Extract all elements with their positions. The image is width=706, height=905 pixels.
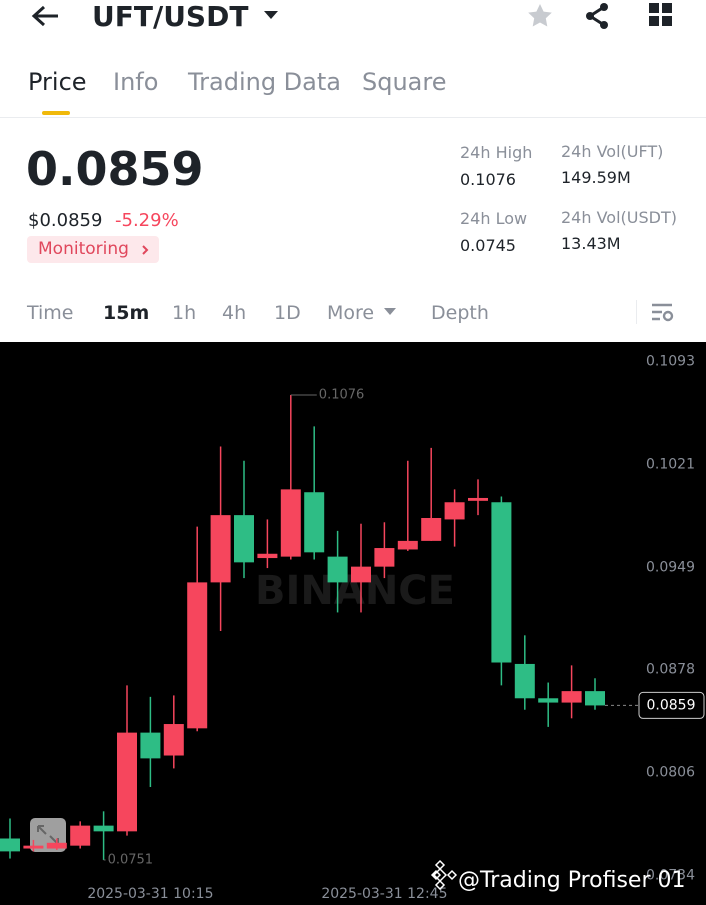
last-price: 0.0859 bbox=[26, 142, 204, 196]
y-tick-label: 0.0806 bbox=[646, 764, 695, 780]
candle-body bbox=[468, 497, 488, 501]
interval[interactable]: More bbox=[327, 302, 375, 324]
overlay-icon bbox=[430, 859, 458, 891]
stat-label: 24h Vol(USDT) bbox=[561, 208, 677, 227]
stat-value: 149.59M bbox=[561, 168, 631, 187]
y-tick-label: 0.0949 bbox=[646, 560, 695, 576]
candle-body bbox=[514, 663, 535, 699]
interval[interactable]: Depth bbox=[431, 302, 489, 324]
tab[interactable]: Info bbox=[113, 68, 159, 96]
candle-body bbox=[304, 492, 325, 553]
interval[interactable]: 4h bbox=[222, 302, 247, 324]
candle-body bbox=[421, 517, 442, 541]
high-marker-label: 0.1076 bbox=[319, 387, 365, 402]
price-change: -5.29% bbox=[115, 210, 179, 231]
monitoring-pill[interactable]: Monitoring bbox=[27, 236, 159, 263]
candle-body bbox=[140, 732, 161, 759]
chart-settings[interactable] bbox=[650, 302, 674, 324]
monitoring-label: Monitoring bbox=[38, 239, 129, 259]
candle-body bbox=[561, 691, 582, 703]
last-price-box bbox=[638, 691, 705, 719]
y-tick-label: 0.0734 bbox=[646, 867, 695, 883]
candle-body bbox=[538, 698, 559, 703]
tab-indicator bbox=[42, 111, 70, 115]
candle-body bbox=[187, 582, 208, 729]
divider bbox=[0, 117, 706, 118]
stat-label: 24h Low bbox=[460, 209, 528, 228]
pair[interactable]: UFT/USDT bbox=[92, 0, 249, 33]
stat-value: 0.1076 bbox=[460, 170, 516, 189]
candle-body bbox=[257, 553, 278, 559]
favorite[interactable] bbox=[526, 2, 554, 30]
x-tick-label: 2025-03-31 12:45 bbox=[321, 886, 447, 902]
candle-body bbox=[280, 489, 301, 557]
divider bbox=[636, 300, 637, 324]
candle-body bbox=[70, 825, 91, 846]
share[interactable] bbox=[584, 2, 612, 30]
candle-body bbox=[327, 556, 348, 583]
interval[interactable]: 1D bbox=[274, 302, 301, 324]
stat-value: 0.0745 bbox=[460, 236, 516, 255]
interval[interactable]: Time bbox=[27, 302, 74, 324]
back-button[interactable] bbox=[30, 4, 62, 28]
candle-body bbox=[93, 825, 114, 832]
candle-body bbox=[351, 566, 371, 583]
candle-body bbox=[585, 691, 605, 706]
x-tick-label: 2025-03-31 10:15 bbox=[87, 886, 213, 902]
tab[interactable]: Square bbox=[362, 68, 447, 96]
candlestick-chart: BINANCE 0.10930.10210.09490.08780.08060.… bbox=[0, 342, 706, 905]
overlay-text: @Trading Profiser 01 bbox=[458, 868, 686, 893]
low-marker-label: 0.0751 bbox=[108, 852, 154, 867]
fiat-price: $0.0859 bbox=[28, 210, 103, 231]
more-caret bbox=[384, 308, 396, 315]
candle-body bbox=[397, 540, 418, 550]
y-tick-label: 0.0878 bbox=[646, 661, 695, 677]
interval[interactable]: 15m bbox=[103, 302, 150, 324]
tab[interactable]: Trading Data bbox=[188, 68, 341, 96]
pair-caret[interactable] bbox=[262, 8, 280, 22]
candle-body bbox=[374, 548, 395, 567]
candle-body bbox=[234, 515, 254, 563]
y-tick-label: 0.1021 bbox=[646, 457, 695, 473]
stat-value: 13.43M bbox=[561, 234, 621, 253]
candle-body bbox=[163, 724, 184, 756]
candle-body bbox=[210, 515, 231, 583]
candle-body bbox=[0, 838, 20, 852]
grid-menu[interactable] bbox=[648, 2, 674, 28]
candle-body bbox=[46, 842, 67, 849]
y-tick-label: 0.1093 bbox=[646, 354, 695, 370]
candle-body bbox=[491, 502, 512, 663]
interval[interactable]: 1h bbox=[172, 302, 197, 324]
candle-body bbox=[23, 845, 44, 849]
chevron bbox=[142, 245, 149, 255]
last-price-label: 0.0859 bbox=[647, 697, 696, 713]
candle-body bbox=[444, 502, 465, 520]
candle-body bbox=[117, 732, 137, 832]
stat-label: 24h High bbox=[460, 143, 533, 162]
tab[interactable]: Price bbox=[28, 68, 87, 96]
stat-label: 24h Vol(UFT) bbox=[561, 142, 664, 161]
